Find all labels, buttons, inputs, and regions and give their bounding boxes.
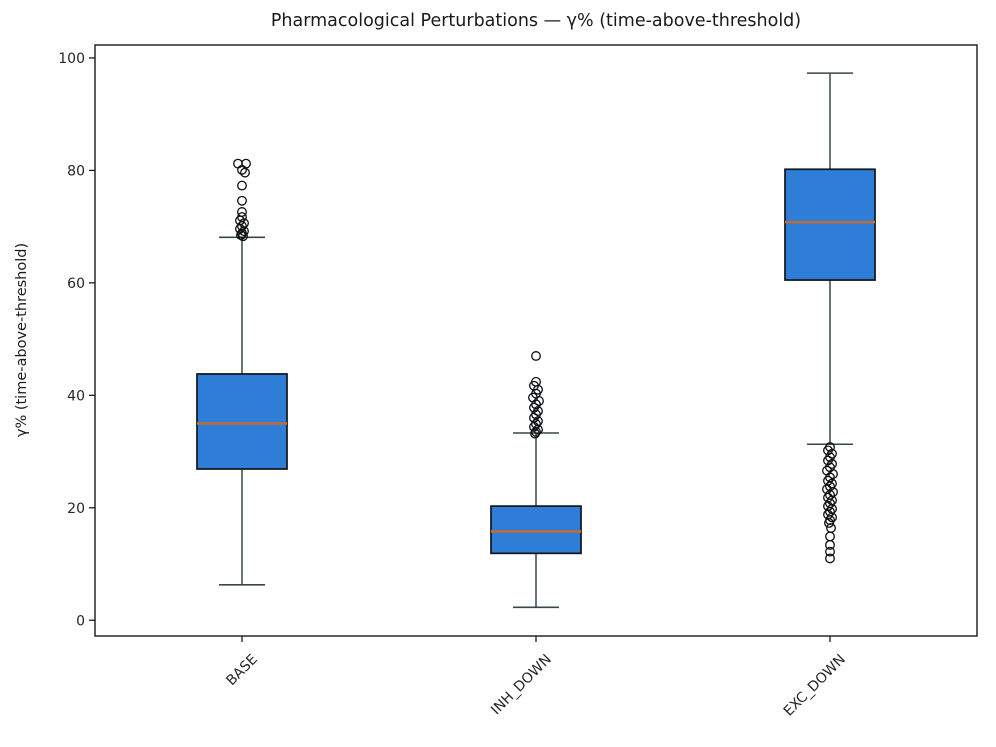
y-tick-label: 80 [67, 163, 85, 179]
outlier-EXC_DOWN [825, 539, 835, 550]
outlier-BASE [237, 164, 247, 175]
outlier-EXC_DOWN [827, 512, 837, 523]
chart-title: Pharmacological Perturbations — γ% (time… [270, 11, 802, 31]
outlier-EXC_DOWN [825, 553, 835, 564]
outlier-BASE [240, 167, 250, 178]
outlier-EXC_DOWN [825, 546, 835, 557]
outlier-EXC_DOWN [828, 469, 838, 480]
outlier-BASE [233, 158, 243, 169]
outlier-EXC_DOWN [826, 523, 836, 533]
y-tick-label: 20 [67, 501, 85, 517]
outlier-BASE [237, 207, 247, 217]
y-tick-label: 0 [76, 613, 85, 629]
outlier-BASE [237, 180, 247, 191]
box-EXC_DOWN [784, 168, 876, 281]
outlier-INH_DOWN [530, 428, 540, 439]
box-BASE [196, 373, 288, 470]
outlier-BASE [241, 158, 251, 169]
box-INH_DOWN [490, 505, 582, 555]
y-tick-label: 60 [67, 276, 85, 292]
outlier-INH_DOWN [534, 395, 544, 406]
outlier-BASE [237, 195, 247, 206]
y-tick-label: 100 [58, 51, 85, 67]
x-tick-label-BASE: BASE [223, 652, 260, 689]
y-axis-label: γ% (time-above-threshold) [14, 242, 30, 438]
outlier-INH_DOWN [531, 426, 541, 437]
outlier-INH_DOWN [531, 419, 541, 429]
y-tick-label: 40 [67, 388, 85, 404]
outlier-BASE [236, 230, 246, 241]
outlier-EXC_DOWN [825, 531, 835, 542]
x-tick-label-EXC_DOWN: EXC_DOWN [781, 652, 849, 720]
x-tick-label-INH_DOWN: INH_DOWN [488, 652, 555, 719]
outlier-EXC_DOWN [825, 506, 835, 517]
outlier-EXC_DOWN [824, 518, 834, 528]
outlier-INH_DOWN [531, 351, 541, 361]
outlier-BASE [238, 231, 248, 242]
outlier-EXC_DOWN [825, 498, 835, 509]
